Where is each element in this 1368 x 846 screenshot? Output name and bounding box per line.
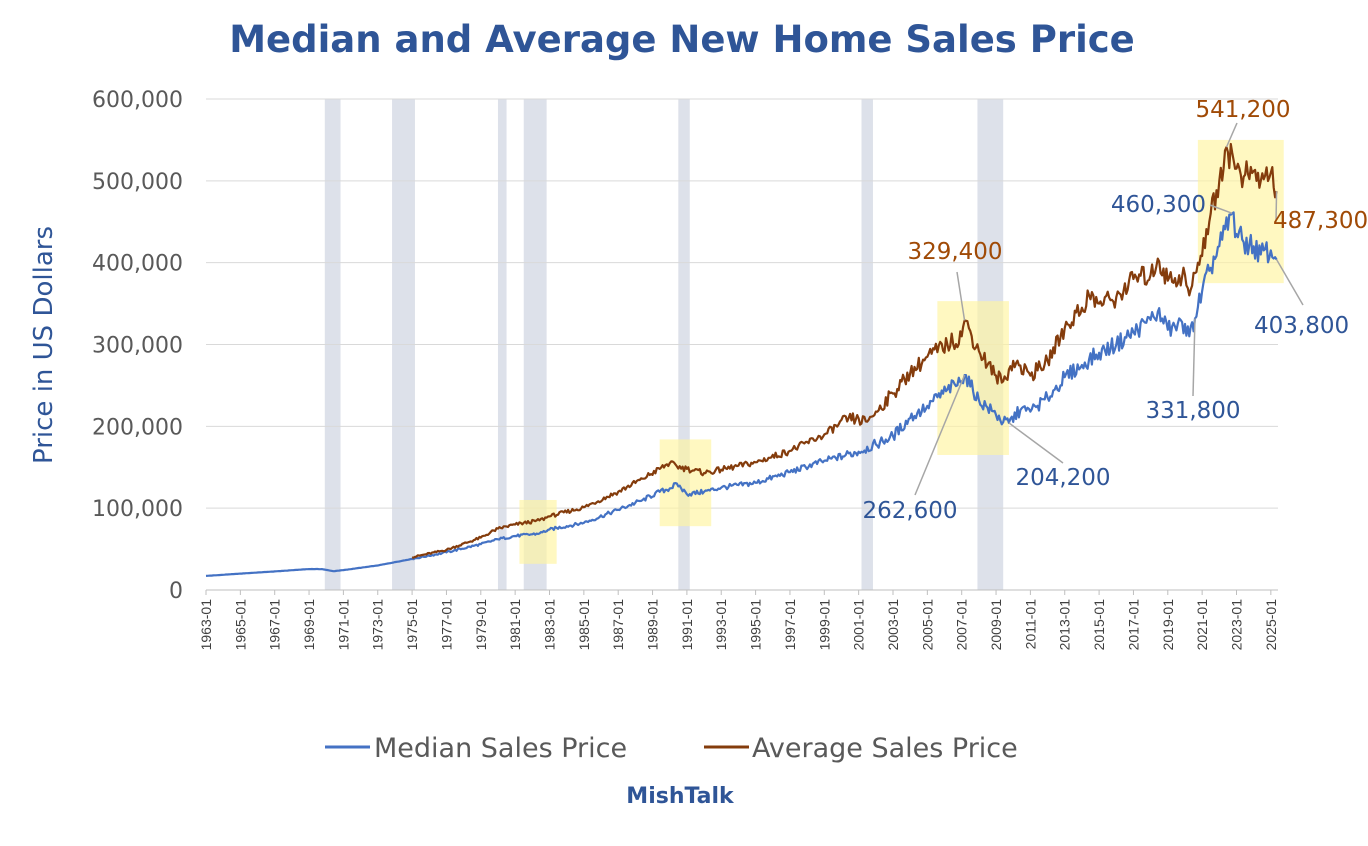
y-tick-label: 300,000 bbox=[92, 334, 183, 359]
y-tick-label: 100,000 bbox=[92, 497, 183, 522]
x-tick-label: 1977-01 bbox=[438, 599, 454, 651]
annotation-leader bbox=[1008, 422, 1064, 464]
annotation-leader bbox=[1275, 259, 1304, 306]
x-tick-label: 1991-01 bbox=[679, 599, 695, 651]
x-tick-label: 2021-01 bbox=[1194, 599, 1210, 651]
legend-label-median: Median Sales Price bbox=[374, 733, 627, 764]
annotation-label: 329,400 bbox=[907, 239, 1002, 265]
x-tick-label: 1963-01 bbox=[198, 599, 214, 651]
x-tick-label: 2005-01 bbox=[919, 599, 935, 651]
annotation-leader bbox=[1225, 122, 1238, 148]
x-tick-label: 2019-01 bbox=[1160, 599, 1176, 651]
x-tick-label: 1985-01 bbox=[576, 599, 592, 651]
x-tick-label: 2007-01 bbox=[954, 599, 970, 651]
x-tick-label: 2017-01 bbox=[1125, 599, 1141, 651]
annotation-label: 487,300 bbox=[1273, 208, 1368, 234]
annotation-label: 460,300 bbox=[1111, 192, 1206, 218]
annotation-leaders bbox=[914, 122, 1304, 496]
x-tick-label: 1993-01 bbox=[713, 599, 729, 651]
y-tick-label: 0 bbox=[169, 579, 183, 604]
x-tick-label: 1983-01 bbox=[542, 599, 558, 651]
x-tick-label: 1997-01 bbox=[782, 599, 798, 651]
annotation-label: 262,600 bbox=[862, 498, 957, 524]
gridlines bbox=[206, 98, 1278, 591]
x-tick-label: 1989-01 bbox=[645, 599, 661, 651]
x-tick-label: 2003-01 bbox=[885, 599, 901, 651]
highlight-box-1 bbox=[659, 439, 712, 527]
x-tick-label: 1967-01 bbox=[267, 599, 283, 651]
x-tick-label: 1995-01 bbox=[748, 599, 764, 651]
y-axis-ticks: 0 100,000 200,000 300,000 400,000 500,000 600,… bbox=[92, 88, 183, 604]
legend-label-average: Average Sales Price bbox=[752, 733, 1018, 764]
annotation-label: 331,800 bbox=[1145, 398, 1240, 424]
annotation-leader bbox=[956, 271, 966, 321]
chart-title: Median and Average New Home Sales Price bbox=[229, 18, 1135, 61]
x-tick-label: 1987-01 bbox=[610, 599, 626, 651]
x-tick-label: 1971-01 bbox=[335, 599, 351, 651]
x-tick-label: 2001-01 bbox=[851, 599, 867, 651]
x-tick-label: 1969-01 bbox=[301, 599, 317, 651]
series-line-median bbox=[205, 211, 1278, 577]
y-tick-label: 500,000 bbox=[92, 170, 183, 195]
x-tick-label: 1999-01 bbox=[816, 599, 832, 651]
x-axis-ticks: 1963-01 1965-01 1967-01 1969-01 1971-01 1973-… bbox=[198, 590, 1279, 650]
y-tick-label: 400,000 bbox=[92, 252, 183, 277]
y-tick-label: 200,000 bbox=[92, 415, 183, 440]
annotation-label: 204,200 bbox=[1015, 465, 1110, 491]
x-tick-label: 1981-01 bbox=[507, 599, 523, 651]
y-axis-label: Price in US Dollars bbox=[29, 226, 59, 464]
x-tick-label: 1965-01 bbox=[232, 599, 248, 651]
x-tick-label: 1973-01 bbox=[370, 599, 386, 651]
x-tick-label: 2025-01 bbox=[1263, 599, 1279, 651]
x-tick-label: 1975-01 bbox=[404, 599, 420, 651]
x-tick-label: 2011-01 bbox=[1022, 599, 1038, 650]
x-tick-label: 2009-01 bbox=[988, 599, 1004, 651]
x-tick-label: 2023-01 bbox=[1229, 599, 1245, 651]
annotations: 329,400 262,600 204,200 331,800 541,200 460,3… bbox=[862, 97, 1368, 524]
x-tick-label: 2013-01 bbox=[1057, 599, 1073, 651]
x-tick-label: 2015-01 bbox=[1091, 599, 1107, 651]
series-line-average bbox=[411, 142, 1278, 559]
series-lines bbox=[205, 142, 1278, 577]
annotation-label: 541,200 bbox=[1195, 97, 1290, 123]
x-tick-label: 1979-01 bbox=[473, 599, 489, 651]
y-tick-label: 600,000 bbox=[92, 88, 183, 113]
legend: Median Sales Price Average Sales Price bbox=[325, 733, 1018, 764]
annotation-leader bbox=[1209, 204, 1233, 215]
credit: MishTalk bbox=[626, 784, 735, 809]
annotation-leader bbox=[1192, 318, 1196, 397]
annotation-leader bbox=[914, 374, 966, 496]
annotation-leader bbox=[1275, 191, 1278, 223]
highlight-box-0 bbox=[519, 499, 557, 564]
annotation-label: 403,800 bbox=[1254, 313, 1349, 339]
